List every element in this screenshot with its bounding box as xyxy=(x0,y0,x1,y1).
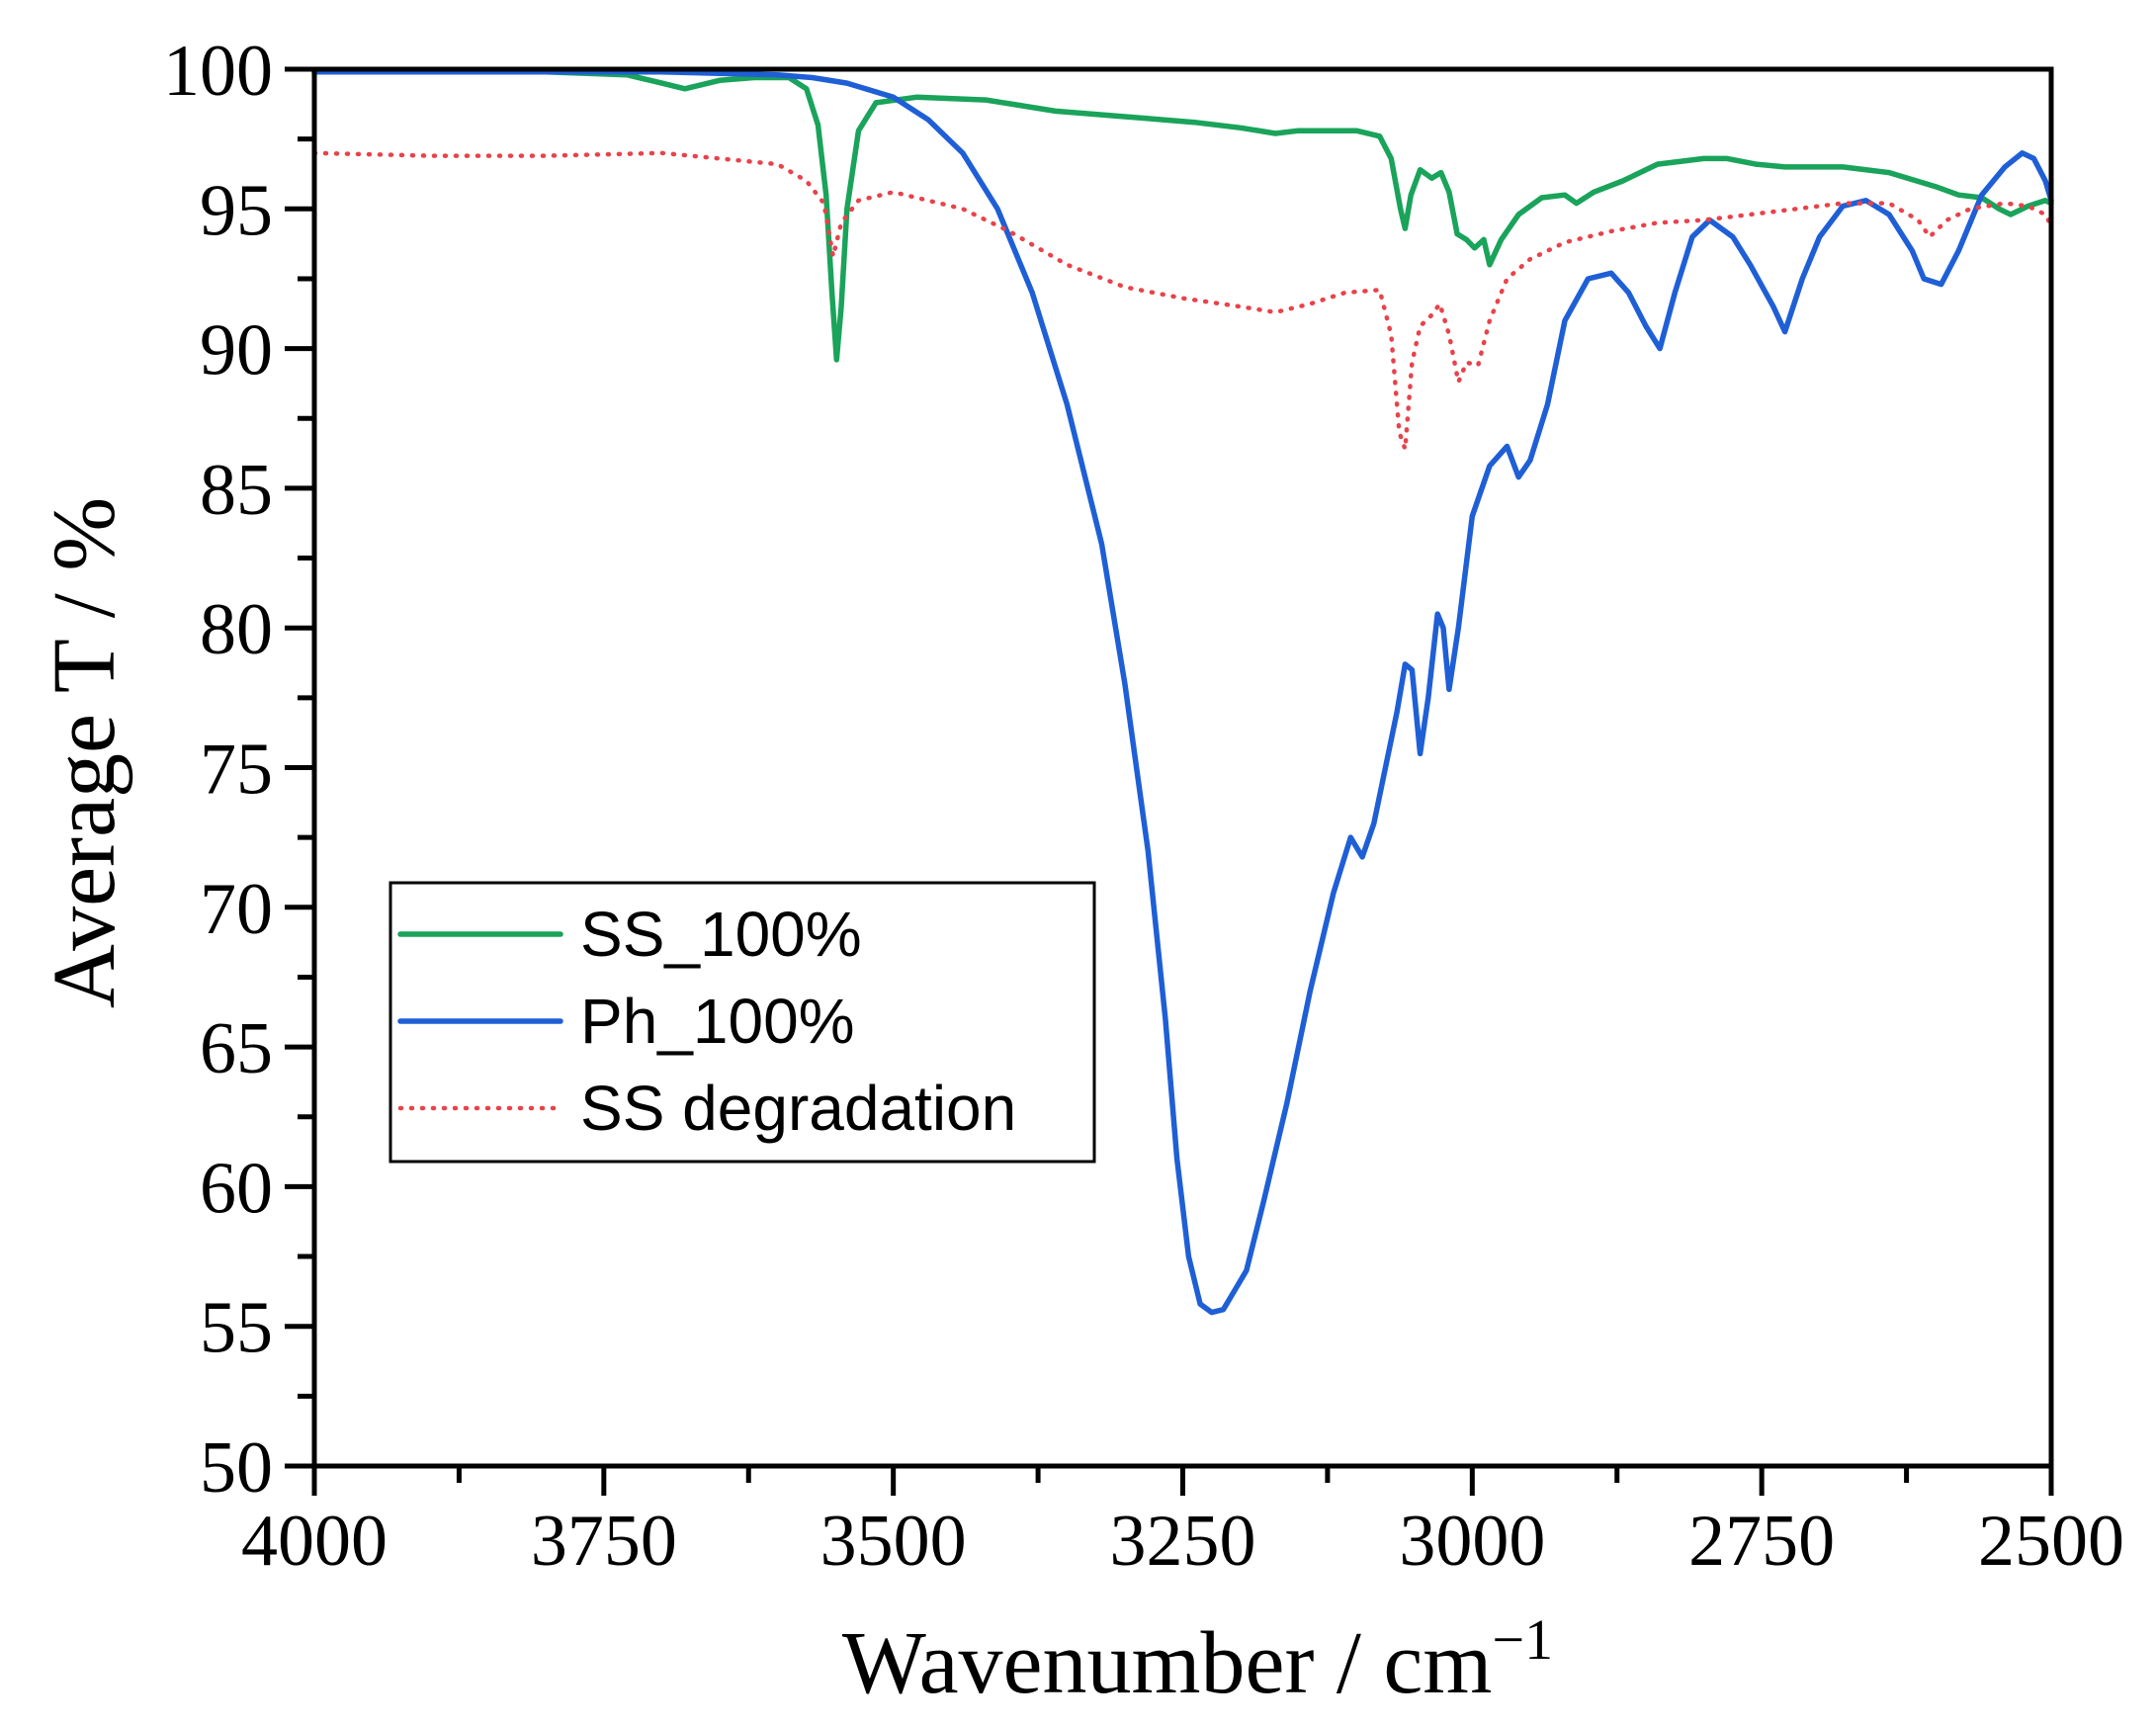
series-layer xyxy=(311,69,2054,1316)
y-tick-label: 95 xyxy=(200,170,273,251)
series-line-ss-degradation xyxy=(311,150,2054,452)
x-tick-label: 2750 xyxy=(1688,1501,1835,1582)
y-tick-label: 90 xyxy=(200,310,273,391)
x-tick-label: 3750 xyxy=(531,1501,677,1582)
x-tick-label: 2500 xyxy=(1978,1501,2124,1582)
y-tick-label: 55 xyxy=(200,1288,273,1369)
legend-label: SS_100% xyxy=(580,899,862,970)
tick-layer: 4000 3750 3500 3250 3000 2750 2500 50 55 60 65 70 75… xyxy=(163,31,2124,1582)
y-tick-label: 85 xyxy=(200,450,273,531)
legend: SS_100% Ph_100% SS degradation xyxy=(388,881,1096,1164)
y-tick-label: 70 xyxy=(200,869,273,950)
legend-label: Ph_100% xyxy=(580,986,855,1057)
series-line-ph-100 xyxy=(311,69,2054,1316)
x-tick-label: 3000 xyxy=(1399,1501,1545,1582)
y-tick-label: 75 xyxy=(200,730,273,811)
y-tick-label: 50 xyxy=(200,1427,273,1509)
y-tick-label: 80 xyxy=(200,589,273,670)
x-tick-label: 3500 xyxy=(820,1501,967,1582)
y-tick-label: 100 xyxy=(163,31,273,112)
y-tick-label: 65 xyxy=(200,1008,273,1089)
x-axis-title: Wavenumber / cm−1 xyxy=(842,1607,1553,1712)
x-tick-label: 4000 xyxy=(241,1501,388,1582)
x-tick-label: 3250 xyxy=(1110,1501,1256,1582)
y-axis-title: Average T / % xyxy=(36,497,133,1008)
y-tick-label: 60 xyxy=(200,1148,273,1229)
legend-label: SS degradation xyxy=(580,1073,1016,1144)
